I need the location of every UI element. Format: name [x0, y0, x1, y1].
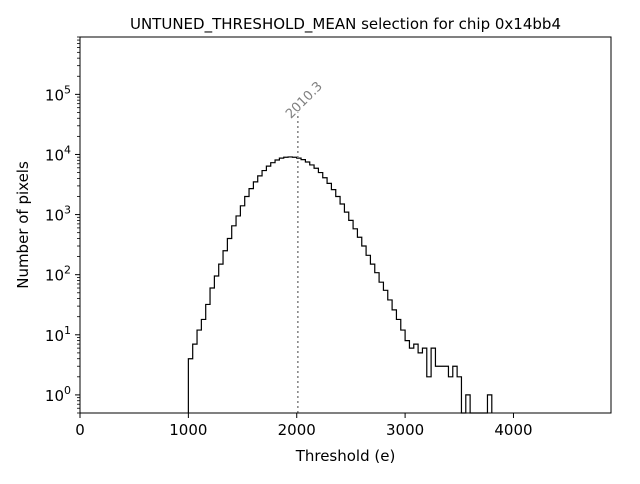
- x-tick-label: 3000: [386, 421, 424, 439]
- chart-title: UNTUNED_THRESHOLD_MEAN selection for chi…: [130, 15, 561, 34]
- y-axis-label: Number of pixels: [14, 161, 32, 289]
- y-tick-label: 100: [45, 384, 71, 405]
- x-tick-label: 4000: [494, 421, 532, 439]
- x-tick-label: 1000: [169, 421, 207, 439]
- y-tick-label: 103: [45, 204, 71, 225]
- y-tick-label: 105: [45, 83, 71, 104]
- y-tick-label: 101: [45, 324, 71, 345]
- x-axis-label: Threshold (e): [295, 447, 396, 465]
- x-tick-label: 2000: [278, 421, 316, 439]
- y-tick-label: 102: [45, 264, 71, 285]
- y-tick-label: 104: [45, 143, 71, 164]
- axis-layer: 0 1000 2000 3000 4000 100 101 102 103 104 105: [45, 36, 533, 439]
- plot-frame: [79, 36, 612, 414]
- histogram-series: [187, 156, 493, 414]
- x-tick-label: 0: [75, 421, 85, 439]
